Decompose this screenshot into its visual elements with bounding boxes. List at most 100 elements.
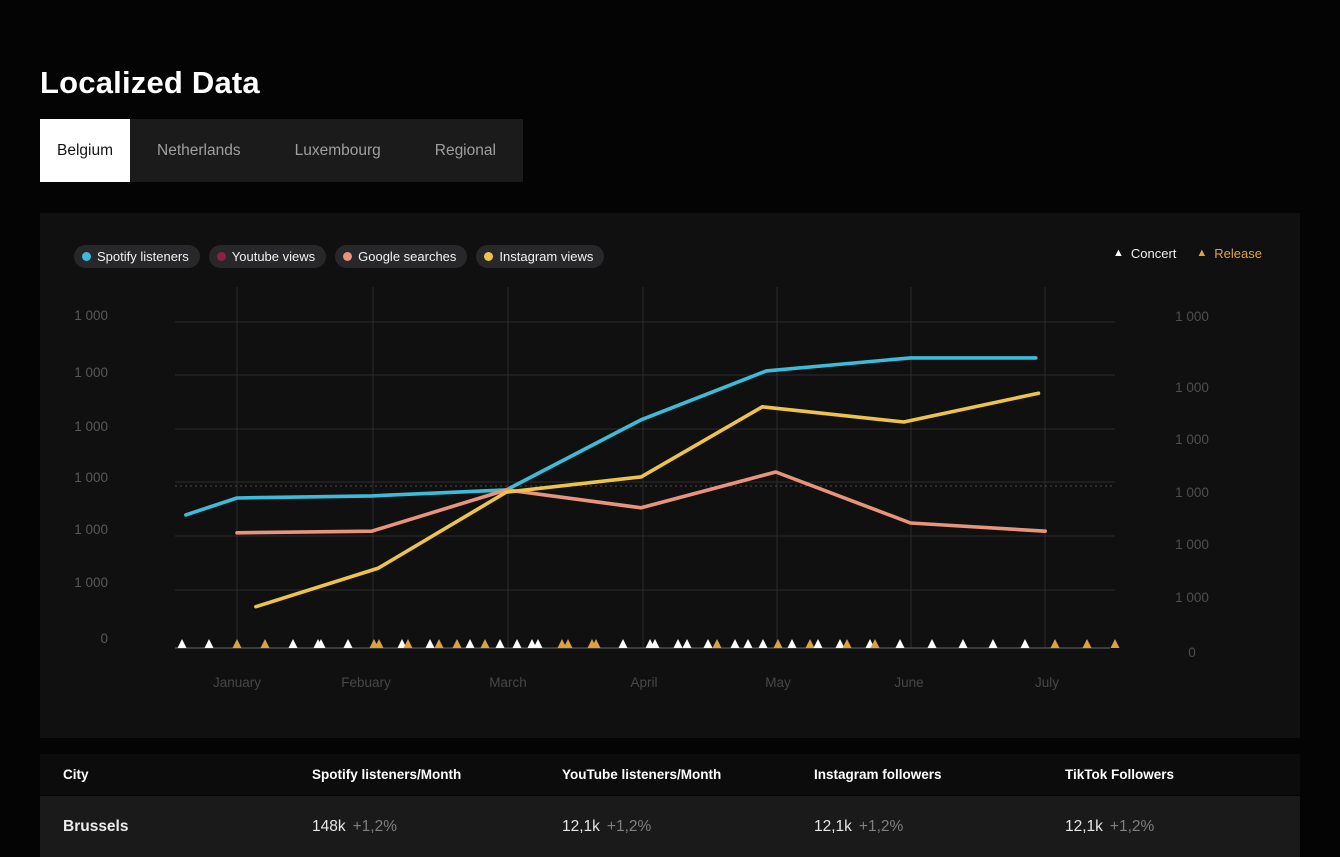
release-marker-icon	[403, 639, 413, 648]
release-triangle-icon: ▲	[1196, 247, 1208, 259]
concert-marker-icon	[673, 639, 683, 648]
concert-marker-icon	[288, 639, 298, 648]
legend-dot-icon	[343, 252, 353, 261]
y-axis-right-label: 1 000	[1175, 485, 1209, 500]
y-axis-left-label: 1 000	[74, 308, 108, 323]
release-marker-icon	[260, 639, 270, 648]
table-header-spotify-listeners-month: Spotify listeners/Month	[312, 767, 462, 782]
concert-marker-icon	[316, 639, 326, 648]
concert-marker-icon	[835, 639, 845, 648]
event-legend-release: ▲ Release	[1196, 246, 1262, 261]
concert-marker-icon	[1020, 639, 1030, 648]
y-axis-right-label: 0	[1188, 645, 1196, 660]
concert-marker-icon	[958, 639, 968, 648]
metric-cell: 12,1k +1,2%	[814, 818, 1065, 836]
concert-marker-icon	[988, 639, 998, 648]
concert-marker-icon	[533, 639, 543, 648]
concert-marker-icon	[730, 639, 740, 648]
x-axis-month-label: January	[213, 675, 261, 690]
legend-dot-icon	[484, 252, 494, 261]
legend-pill-label: Spotify listeners	[97, 249, 189, 264]
release-marker-icon	[1110, 639, 1120, 648]
y-axis-left-label: 1 000	[74, 419, 108, 434]
concert-marker-icon	[650, 639, 660, 648]
y-axis-left-label: 0	[100, 631, 108, 646]
event-legend-concert-label: Concert	[1130, 246, 1177, 261]
metric-value: 148k	[312, 817, 346, 835]
country-tab-bar: Belgium Netherlands Luxembourg Regional	[40, 119, 523, 182]
series-line-google-searches	[235, 470, 1048, 535]
concert-marker-icon	[177, 639, 187, 648]
y-axis-right-label: 1 000	[1175, 590, 1209, 605]
metric-delta: +1,2%	[352, 817, 398, 835]
tab-netherlands[interactable]: Netherlands	[157, 141, 241, 159]
city-cell: Brussels	[63, 817, 129, 835]
metric-delta: +1,2%	[606, 817, 652, 835]
series-line-spotify-listeners	[184, 356, 1038, 517]
legend-pill-label: Instagram views	[499, 249, 594, 264]
x-axis-month-label: March	[489, 675, 527, 690]
metric-delta: +1,2%	[858, 817, 904, 835]
table-row-brussels[interactable]: Brussels 148k +1,2% 12,1k +1,2% 12,1k +1,2% 12,…	[40, 795, 1300, 857]
event-legend: ▲ Concert ▲ Release	[1113, 246, 1262, 261]
y-axis-right-label: 1 000	[1175, 309, 1209, 324]
metric-value: 12,1k	[1065, 817, 1103, 835]
release-marker-icon	[1050, 639, 1060, 648]
legend-pill-google-searches[interactable]: Google searches	[335, 245, 468, 268]
concert-marker-icon	[743, 639, 753, 648]
legend-pill-instagram-views[interactable]: Instagram views	[476, 245, 605, 268]
release-marker-icon	[591, 639, 601, 648]
release-marker-icon	[1082, 639, 1092, 648]
table-header-city: City	[63, 767, 89, 782]
table-body: Brussels 148k +1,2% 12,1k +1,2% 12,1k +1,2% 12,…	[40, 795, 1300, 857]
concert-marker-icon	[425, 639, 435, 648]
tab-luxembourg[interactable]: Luxembourg	[294, 141, 381, 159]
release-marker-icon	[773, 639, 783, 648]
release-marker-icon	[712, 639, 722, 648]
table-header-tiktok-followers: TikTok Followers	[1065, 767, 1175, 782]
page-title: Localized Data	[40, 64, 260, 100]
city-stats-table: City Spotify listeners/Month YouTube liste…	[40, 754, 1300, 857]
metric-cell: 12,1k +1,2%	[562, 818, 814, 836]
table-header-youtube-listeners-month: YouTube listeners/Month	[562, 767, 722, 782]
concert-marker-icon	[703, 639, 713, 648]
x-axis-month-label: April	[630, 675, 657, 690]
metric-value: 12,1k	[814, 817, 852, 835]
x-axis-month-label: May	[765, 675, 791, 690]
concert-marker-icon	[618, 639, 628, 648]
legend-pill-youtube-views[interactable]: Youtube views	[208, 245, 327, 268]
y-axis-left-label: 1 000	[74, 575, 108, 590]
y-axis-left-label: 1 000	[74, 522, 108, 537]
y-axis-right-label: 1 000	[1175, 537, 1209, 552]
chart-panel: Spotify listeners Youtube views Google sea…	[40, 213, 1300, 738]
concert-triangle-icon: ▲	[1112, 247, 1124, 259]
legend-pill-label: Google searches	[358, 249, 457, 264]
legend-pill-spotify-listeners[interactable]: Spotify listeners	[74, 245, 200, 268]
release-marker-icon	[805, 639, 815, 648]
metric-cell: 148k +1,2%	[312, 818, 562, 836]
concert-marker-icon	[527, 639, 537, 648]
concert-marker-icon	[895, 639, 905, 648]
release-marker-icon	[374, 639, 384, 648]
x-axis-month-label: Febuary	[341, 675, 391, 690]
concert-marker-icon	[813, 639, 823, 648]
metric-cell: 12,1k +1,2%	[1065, 818, 1300, 836]
legend-pill-label: Youtube views	[231, 249, 316, 264]
concert-marker-icon	[343, 639, 353, 648]
legend-dot-icon	[82, 252, 91, 261]
concert-marker-icon	[397, 639, 407, 648]
tab-regional[interactable]: Regional	[434, 141, 496, 159]
metric-delta: +1,2%	[1109, 817, 1155, 835]
metric-value: 12,1k	[562, 817, 600, 835]
release-marker-icon	[480, 639, 490, 648]
line-chart: 1 000 1 000 1 000 1 000 1 000 1 000 0 1 000 1 00…	[74, 287, 1209, 690]
concert-marker-icon	[758, 639, 768, 648]
release-marker-icon	[870, 639, 880, 648]
tab-belgium[interactable]: Belgium	[40, 119, 130, 182]
series-legend: Spotify listeners Youtube views Google sea…	[74, 245, 605, 268]
concert-marker-icon	[204, 639, 214, 648]
event-legend-concert: ▲ Concert	[1113, 246, 1176, 261]
legend-dot-icon	[216, 252, 226, 261]
concert-marker-icon	[927, 639, 937, 648]
